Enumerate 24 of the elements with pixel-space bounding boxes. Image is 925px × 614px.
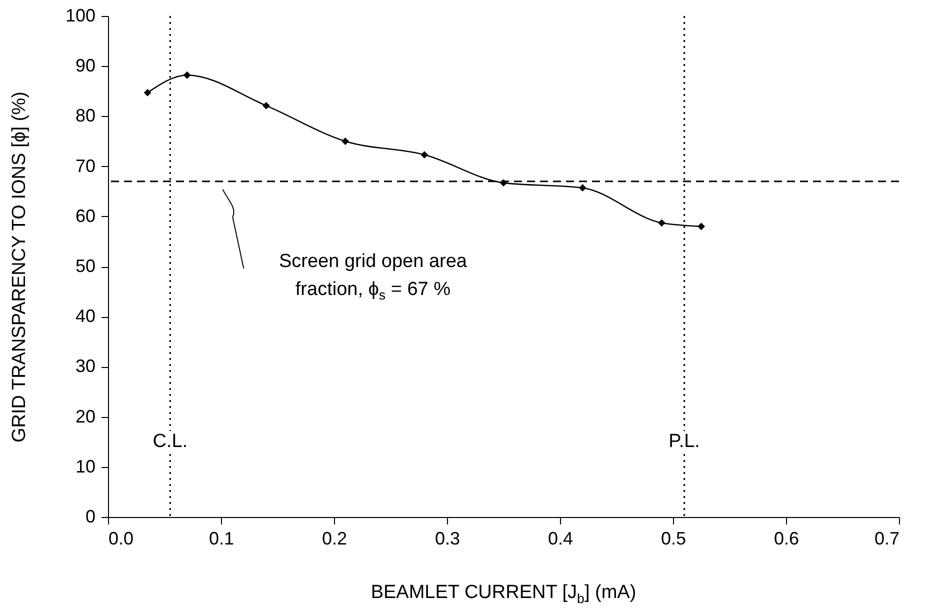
y-tick-label: 20 — [75, 406, 96, 426]
y-axis-title: GRID TRANSPARENCY TO IONS [ϕ] (%) — [9, 91, 31, 442]
annotation: Screen grid open area fraction, ϕ$_{s}$ = 67 % — [278, 249, 468, 305]
x-tick-label: 0.4 — [548, 528, 574, 548]
ref-line-label: P.L. — [668, 430, 701, 453]
x-tick-label: 0.3 — [434, 528, 460, 548]
y-tick-label: 60 — [75, 206, 96, 226]
ref-line-label: C.L. — [152, 430, 189, 453]
y-tick-label: 40 — [75, 306, 96, 326]
y-tick-label: 0 — [85, 506, 96, 526]
y-tick-label: 10 — [75, 456, 96, 476]
x-tick-label: 0.7 — [874, 528, 900, 548]
x-axis-title: BEAMLET CURRENT [J$_{b}$] (mA) — [370, 582, 636, 606]
x-tick-label: 0.0 — [108, 528, 134, 548]
x-tick-label: 0.6 — [774, 528, 800, 548]
y-tick-label: 80 — [75, 106, 96, 126]
y-tick-label: 100 — [65, 6, 96, 26]
y-tick-label: 70 — [75, 156, 96, 176]
x-tick-label: 0.1 — [208, 528, 234, 548]
y-tick-label: 50 — [75, 256, 96, 276]
y-tick-label: 90 — [75, 56, 96, 76]
x-tick-label: 0.2 — [322, 528, 348, 548]
y-tick-label: 30 — [75, 356, 96, 376]
x-tick-label: 0.5 — [660, 528, 686, 548]
